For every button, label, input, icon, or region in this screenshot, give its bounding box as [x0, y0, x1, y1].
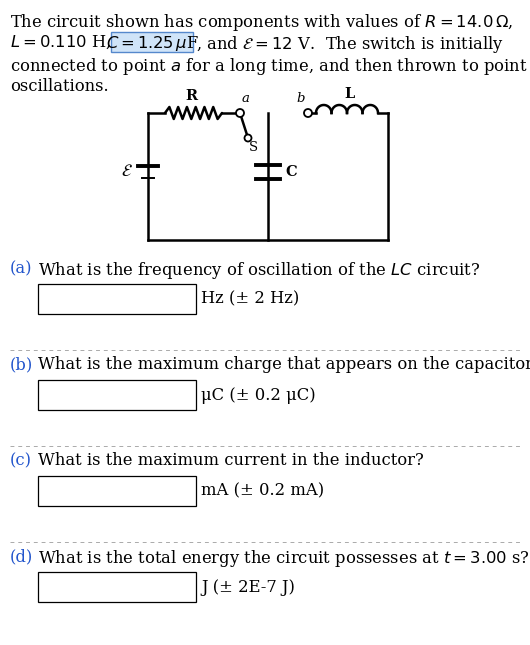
Text: (a): (a): [10, 260, 32, 277]
Text: What is the total energy the circuit possesses at $t = 3.00$ s?: What is the total energy the circuit pos…: [38, 548, 530, 569]
Circle shape: [236, 109, 244, 117]
Text: a: a: [242, 92, 250, 105]
Text: $L = 0.110$ H,: $L = 0.110$ H,: [10, 34, 111, 52]
Text: b: b: [296, 92, 305, 105]
Text: R: R: [186, 89, 198, 103]
Text: , and $\mathcal{E} = 12$ V.  The switch is initially: , and $\mathcal{E} = 12$ V. The switch i…: [196, 34, 504, 55]
Bar: [38, 380, 196, 410]
Text: mA (± 0.2 mA): mA (± 0.2 mA): [201, 482, 324, 499]
Text: $C = 1.25\,\mu$F: $C = 1.25\,\mu$F: [105, 34, 198, 53]
Text: $\mathcal{E}$: $\mathcal{E}$: [121, 163, 133, 180]
Bar: [38, 476, 196, 506]
Text: J (± 2E-7 J): J (± 2E-7 J): [201, 579, 295, 595]
Text: oscillations.: oscillations.: [10, 78, 109, 95]
Text: L: L: [344, 87, 354, 101]
Bar: [38, 284, 196, 314]
Text: The circuit shown has components with values of $R = 14.0\,\Omega$,: The circuit shown has components with va…: [10, 12, 513, 33]
Text: What is the maximum current in the inductor?: What is the maximum current in the induc…: [38, 452, 424, 469]
Text: μC (± 0.2 μC): μC (± 0.2 μC): [201, 386, 316, 404]
Text: S: S: [249, 141, 258, 154]
Bar: [111, 32, 193, 52]
Text: Hz (± 2 Hz): Hz (± 2 Hz): [201, 290, 299, 308]
Text: connected to point $a$ for a long time, and then thrown to point $b$, resulting : connected to point $a$ for a long time, …: [10, 56, 530, 77]
Text: What is the maximum charge that appears on the capacitor?: What is the maximum charge that appears …: [38, 356, 530, 373]
Text: C: C: [285, 164, 297, 179]
Circle shape: [244, 135, 252, 141]
Bar: [38, 572, 196, 602]
Text: (d): (d): [10, 548, 33, 565]
Text: (b): (b): [10, 356, 33, 373]
Text: (c): (c): [10, 452, 32, 469]
Circle shape: [304, 109, 312, 117]
Text: What is the frequency of oscillation of the $LC$ circuit?: What is the frequency of oscillation of …: [38, 260, 480, 281]
